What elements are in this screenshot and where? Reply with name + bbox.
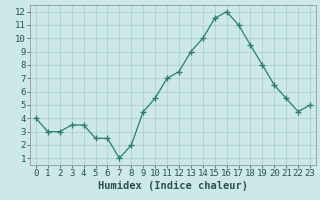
X-axis label: Humidex (Indice chaleur): Humidex (Indice chaleur) (98, 181, 248, 191)
